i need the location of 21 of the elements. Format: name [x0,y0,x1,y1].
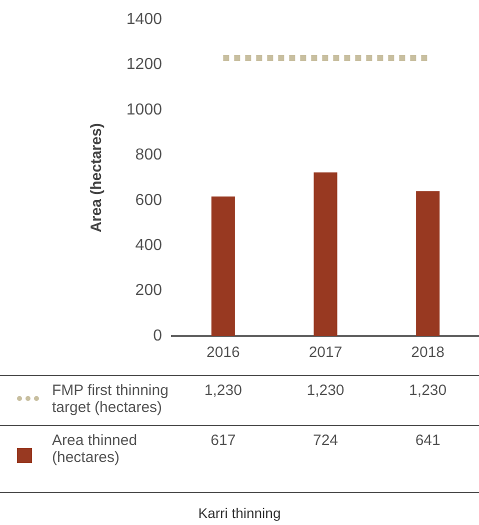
legend-label: Area thinned (hectares) [52,432,138,466]
y-tick-label: 0 [153,327,162,344]
y-tick-label: 400 [135,237,162,254]
y-tick-label: 1200 [126,56,162,74]
x-tick-label: 2018 [411,344,445,362]
text: Karri thinning [197,505,282,521]
y-tick-label: 800 [135,146,162,164]
y-tick-label: 1000 [126,101,162,118]
data-label: 617 [210,432,236,449]
y-tick-label: 200 [135,282,162,300]
y-tick-label: 600 [135,192,162,209]
x-tick-label: 2017 [308,344,342,362]
y-axis-title: Area (hectares) [88,123,106,232]
data-label: 1,230 [409,382,447,399]
data-label: 724 [312,432,338,449]
legend-label: FMP first thinning target (hectares) [52,382,170,416]
data-label: 1,230 [306,382,344,399]
x-tick-label: 2016 [206,344,240,362]
data-label: 641 [415,432,440,449]
y-tick-label: 1400 [126,11,162,28]
data-label: 1,230 [204,382,242,399]
